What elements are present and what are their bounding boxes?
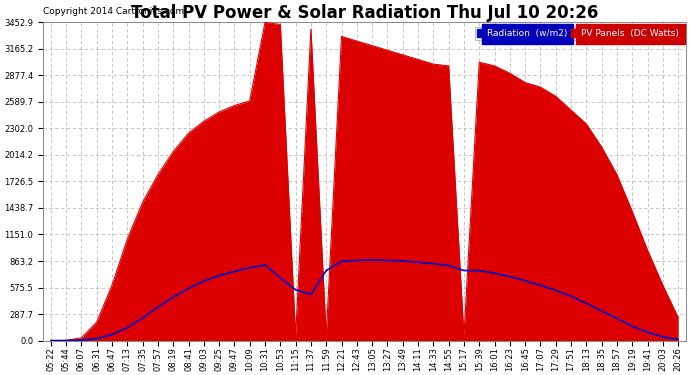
Text: Copyright 2014 Cartronics.com: Copyright 2014 Cartronics.com bbox=[43, 7, 184, 16]
Title: Total PV Power & Solar Radiation Thu Jul 10 20:26: Total PV Power & Solar Radiation Thu Jul… bbox=[131, 4, 598, 22]
Legend: Radiation  (w/m2), PV Panels  (DC Watts): Radiation (w/m2), PV Panels (DC Watts) bbox=[475, 27, 681, 40]
